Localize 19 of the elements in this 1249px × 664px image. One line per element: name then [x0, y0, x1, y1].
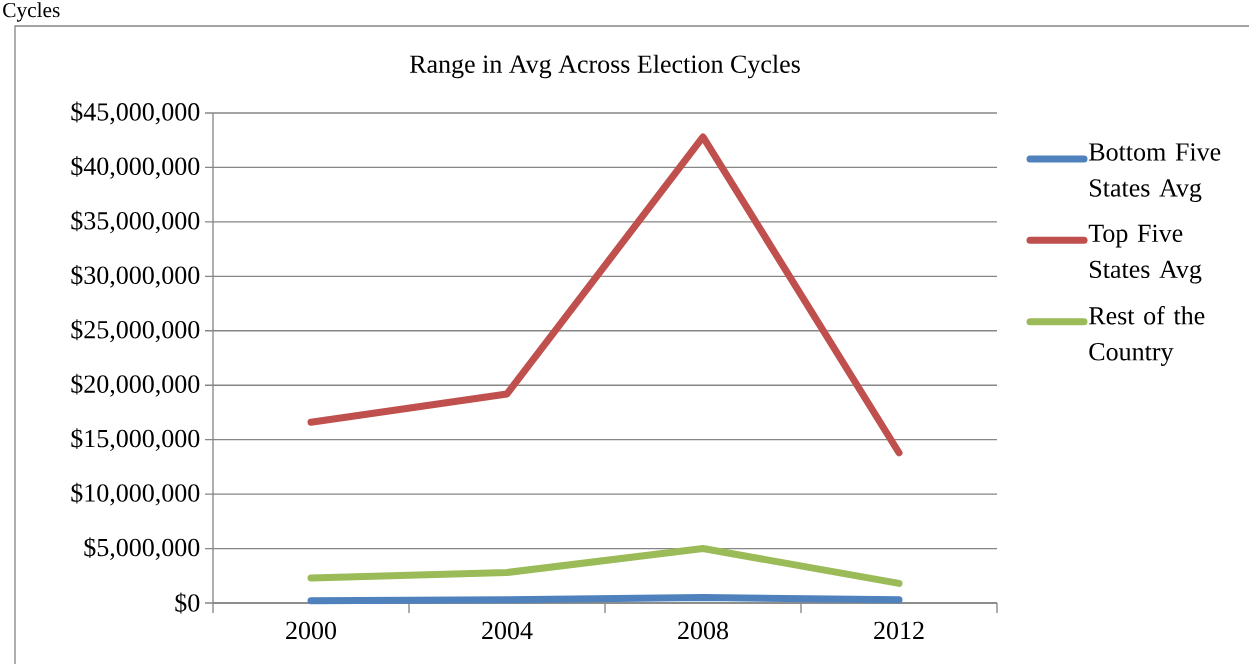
x-tick-label: 2000 — [286, 621, 336, 640]
legend-label: Rest of the Country — [1089, 305, 1205, 366]
chart-title: Range in Avg Across Election Cycles — [409, 54, 800, 79]
legend-label: Top Five States Avg — [1088, 224, 1202, 284]
x-tick-label: 2012 — [874, 621, 924, 640]
x-tick-label: 2008 — [678, 621, 728, 640]
y-tick-label: $0 — [175, 592, 200, 614]
y-tick-label: $10,000,000 — [71, 482, 200, 506]
y-tick-label: $45,000,000 — [71, 101, 200, 125]
y-tick-label: $30,000,000 — [71, 264, 200, 288]
y-tick-label: $15,000,000 — [71, 428, 200, 452]
x-tick-label: 2004 — [482, 621, 533, 640]
y-tick-label: $20,000,000 — [71, 373, 200, 397]
y-tick-label: $25,000,000 — [71, 319, 200, 343]
y-tick-label: $40,000,000 — [71, 156, 200, 179]
legend-label: Bottom Five States Avg — [1089, 143, 1221, 203]
y-tick-label: $5,000,000 — [84, 537, 200, 560]
text: Cycles — [3, 2, 60, 22]
y-tick-label: $35,000,000 — [71, 210, 200, 234]
